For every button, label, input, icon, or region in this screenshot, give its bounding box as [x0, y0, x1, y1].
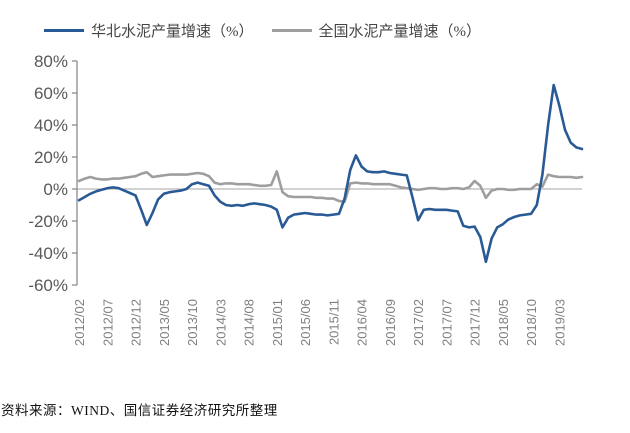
- x-axis-label: 2018/10: [524, 299, 539, 346]
- x-axis-label: 2012/02: [72, 299, 87, 346]
- y-axis-label: 0%: [43, 180, 68, 199]
- source-note: 资料来源：WIND、国信证券经济研究所整理: [1, 403, 278, 418]
- x-axis-label: 2015/06: [298, 299, 313, 346]
- y-axis-label: 80%: [34, 52, 68, 71]
- north-series-line: [77, 83, 584, 264]
- national-series-line: [77, 170, 584, 204]
- y-axis-label: -20%: [28, 212, 68, 231]
- x-axis-label: 2013/05: [157, 299, 172, 346]
- x-axis-label: 2012/12: [129, 299, 144, 346]
- y-axis-label: 20%: [34, 148, 68, 167]
- chart-legend: 华北水泥产量增速（%） 全国水泥产量增速（%）: [44, 20, 481, 41]
- x-axis-label: 2016/09: [383, 299, 398, 346]
- x-axis-label: 2014/08: [242, 299, 257, 346]
- y-axis-label: 60%: [34, 84, 68, 103]
- north-line-swatch: [44, 29, 84, 32]
- y-axis-label: 40%: [34, 116, 68, 135]
- legend-item-north: 华北水泥产量增速（%）: [44, 20, 254, 41]
- x-axis-label: 2013/10: [185, 299, 200, 346]
- x-axis-label: 2017/07: [439, 299, 454, 346]
- x-axis-label: 2017/12: [468, 299, 483, 346]
- x-axis-label: 2012/07: [100, 299, 115, 346]
- legend-item-national: 全国水泥产量增速（%）: [271, 20, 482, 41]
- x-axis-label: 2015/01: [270, 299, 285, 346]
- y-axis-label: -40%: [28, 244, 68, 263]
- national-line-swatch: [271, 29, 312, 32]
- x-axis-label: 2019/03: [552, 299, 567, 346]
- x-axis-label: 2014/03: [213, 299, 228, 346]
- x-axis-label: 2015/11: [326, 299, 341, 345]
- legend-label-north: 华北水泥产量增速（%）: [91, 24, 254, 40]
- y-axis-label: -60%: [28, 276, 68, 295]
- x-axis-label: 2016/04: [355, 299, 370, 346]
- legend-label-national: 全国水泥产量增速（%）: [318, 24, 482, 40]
- x-axis-label: 2018/05: [496, 299, 511, 346]
- x-axis-label: 2017/02: [411, 299, 426, 346]
